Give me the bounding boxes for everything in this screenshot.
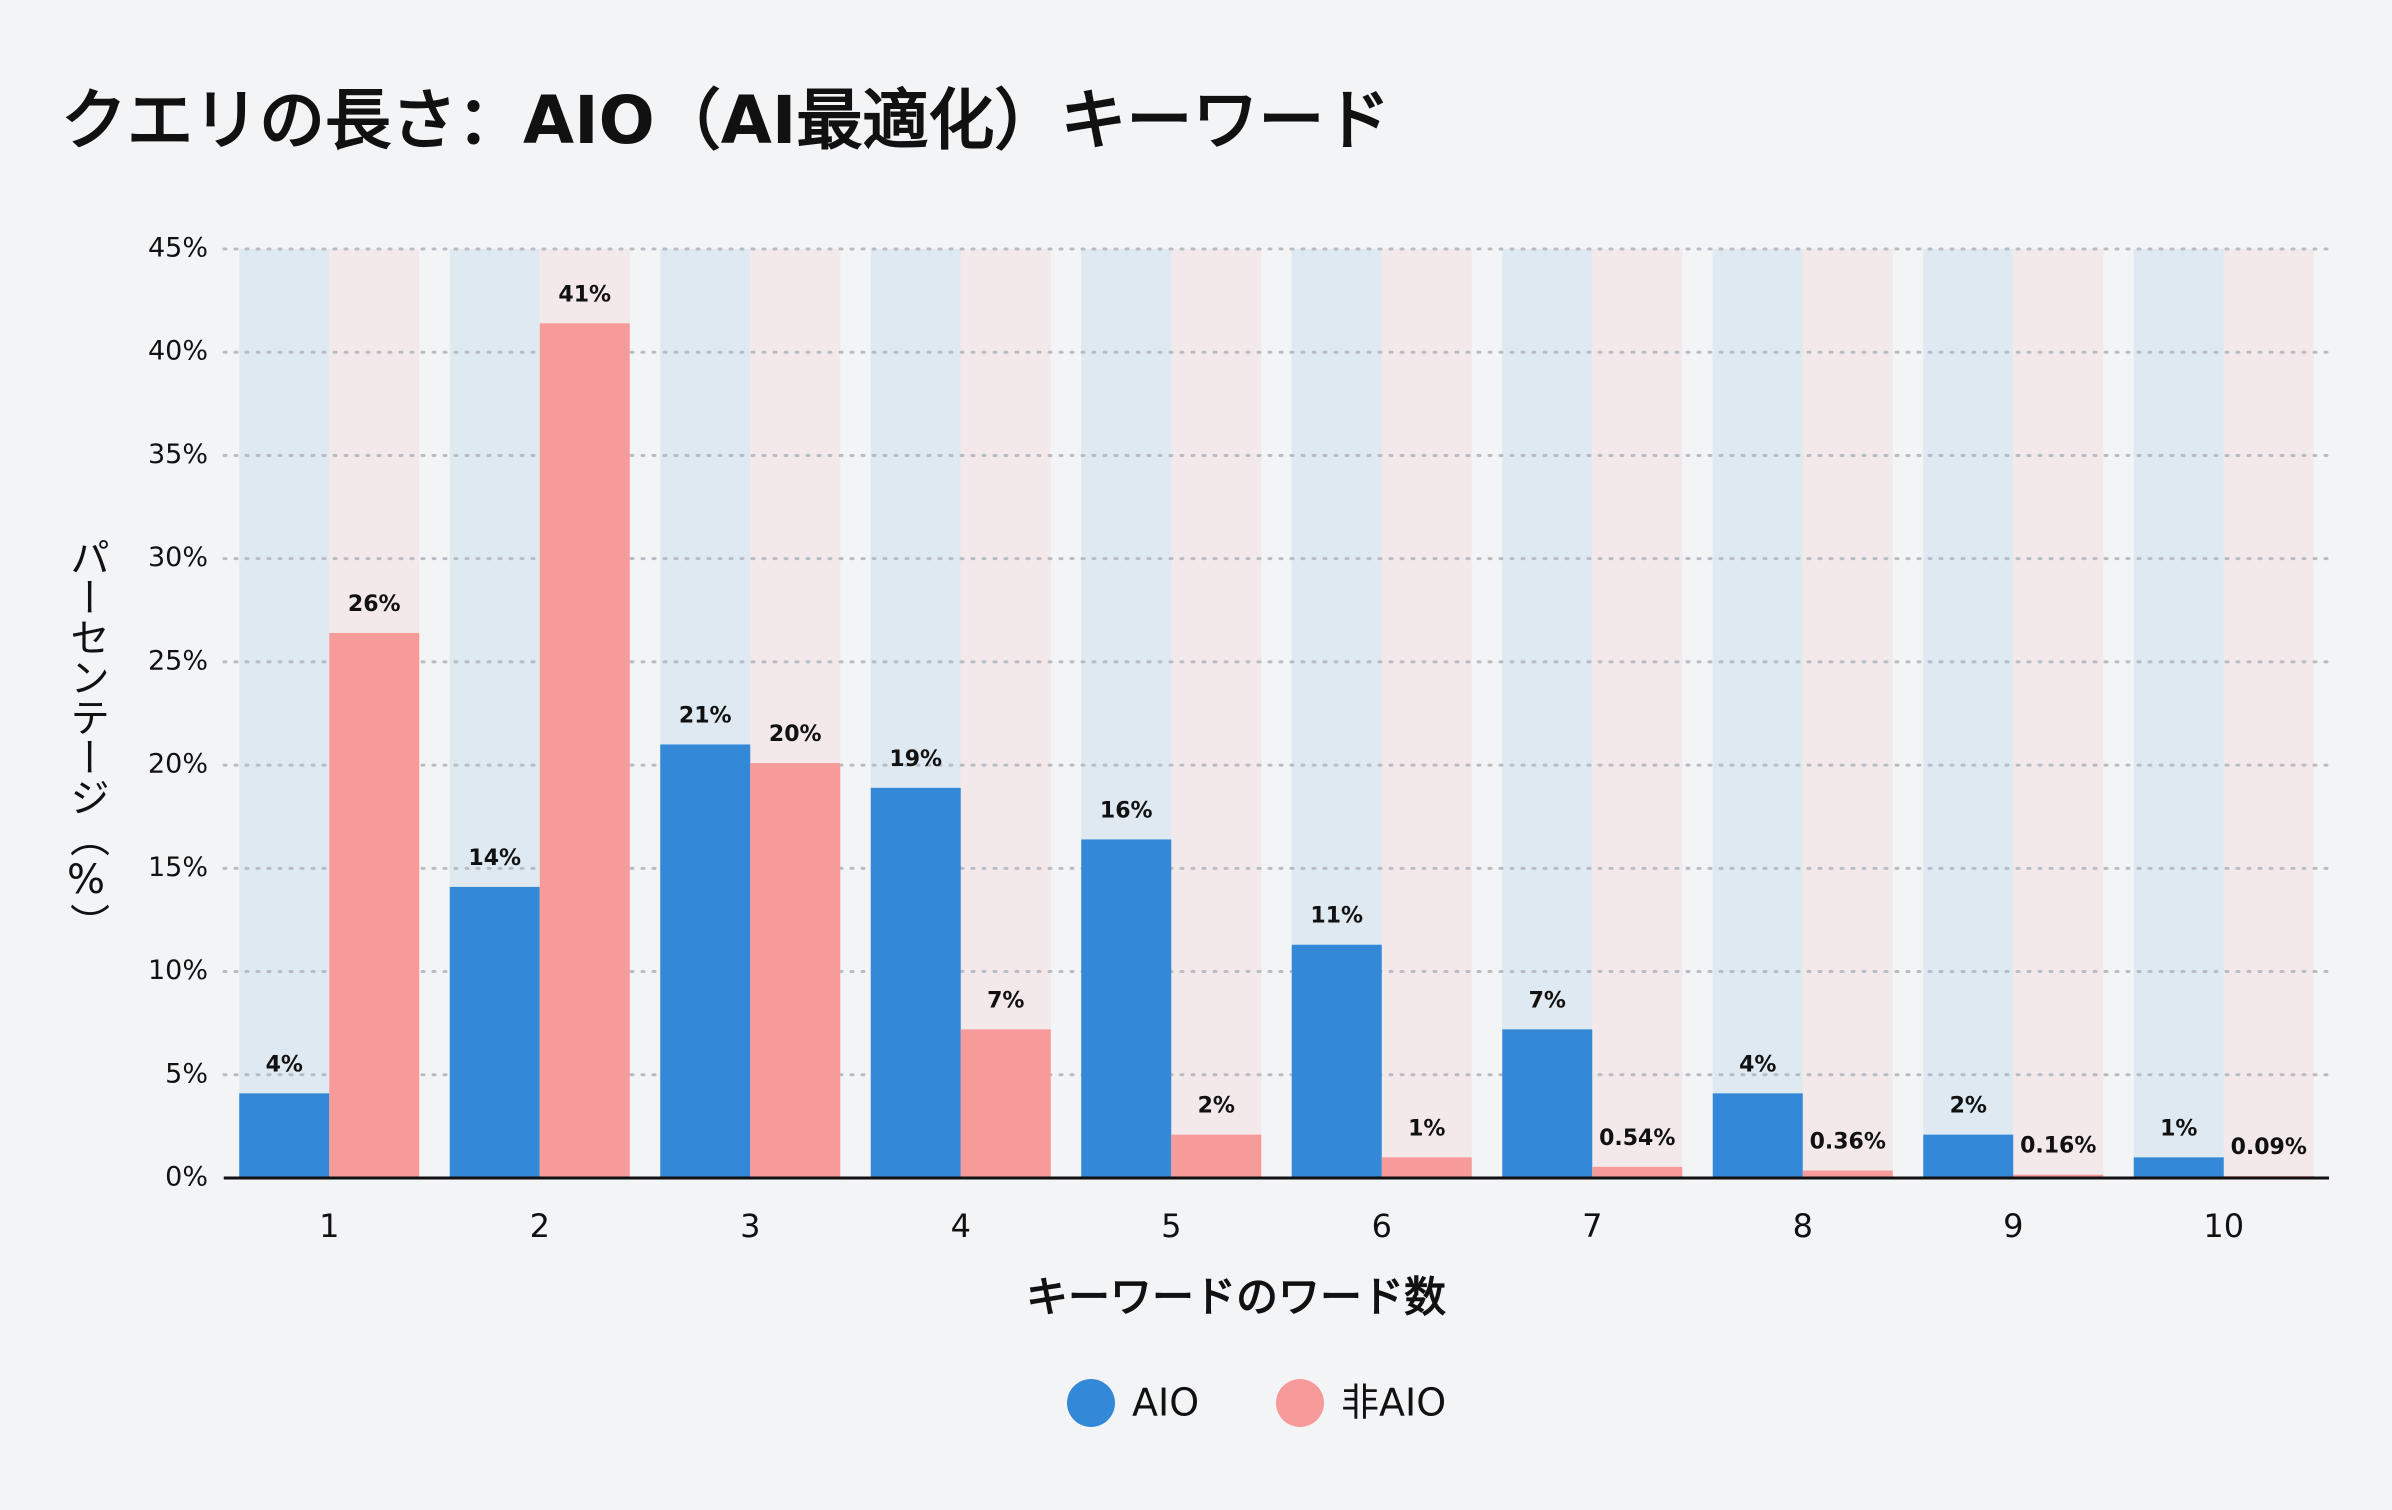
legend-marker <box>1276 1379 1324 1427</box>
bar <box>329 632 420 1178</box>
x-tick-label: 5 <box>1161 1207 1181 1245</box>
bar <box>960 1029 1051 1178</box>
y-tick-label: 30% <box>148 542 208 573</box>
y-tick-label: 45% <box>148 233 208 264</box>
value-label: 41% <box>558 282 611 307</box>
bar <box>870 787 961 1178</box>
column-background <box>1592 249 1683 1178</box>
value-label: 4% <box>266 1052 303 1077</box>
column-background <box>2133 249 2224 1178</box>
legend-label: AIO <box>1132 1381 1199 1425</box>
value-label: 2% <box>1198 1094 1235 1119</box>
y-tick-label: 15% <box>148 852 208 883</box>
column-background <box>960 249 1051 1178</box>
bar <box>1802 1170 1893 1178</box>
column-background <box>2223 249 2314 1178</box>
value-label: 20% <box>769 722 822 747</box>
bar <box>449 886 540 1178</box>
bar <box>1171 1134 1262 1178</box>
column-background <box>1923 249 2014 1178</box>
column-background <box>239 249 330 1178</box>
y-tick-label: 5% <box>165 1058 208 1089</box>
x-tick-label: 9 <box>2003 1207 2023 1245</box>
value-label: 14% <box>468 846 521 871</box>
column-background <box>2013 249 2104 1178</box>
x-tick-label: 4 <box>951 1207 971 1245</box>
value-label: 1% <box>2160 1116 2197 1141</box>
x-tick-label: 8 <box>1793 1207 1813 1245</box>
x-tick-label: 3 <box>740 1207 760 1245</box>
column-background <box>1381 249 1472 1178</box>
legend-marker <box>1067 1379 1115 1427</box>
y-tick-label: 10% <box>148 955 208 986</box>
bar <box>1712 1093 1803 1178</box>
y-tick-label: 35% <box>148 439 208 470</box>
value-label: 19% <box>889 747 942 772</box>
value-label: 16% <box>1100 798 1153 823</box>
bar <box>1923 1134 2014 1178</box>
column-background <box>1171 249 1262 1178</box>
value-label: 0.36% <box>1810 1130 1886 1155</box>
value-label: 21% <box>679 703 732 728</box>
bar <box>1502 1029 1593 1178</box>
bar <box>660 744 751 1178</box>
bar <box>239 1093 330 1178</box>
x-tick-label: 2 <box>530 1207 550 1245</box>
y-tick-label: 0% <box>165 1162 208 1193</box>
bar <box>2133 1157 2224 1178</box>
x-tick-label: 6 <box>1372 1207 1392 1245</box>
chart-title: クエリの長さ：AIO（AI最適化）キーワード <box>61 82 1390 159</box>
y-tick-label: 20% <box>148 749 208 780</box>
bar <box>750 763 841 1178</box>
value-label: 11% <box>1310 904 1363 929</box>
bar <box>2013 1174 2104 1178</box>
legend-label: 非AIO <box>1341 1381 1446 1425</box>
value-label: 7% <box>1529 988 1566 1013</box>
value-label: 7% <box>987 988 1024 1013</box>
value-label: 0.54% <box>1599 1126 1675 1151</box>
y-tick-label: 40% <box>148 336 208 367</box>
y-axis-title: パーセンテージ（%） <box>63 537 110 943</box>
bar <box>1081 839 1172 1178</box>
value-label: 1% <box>1408 1116 1445 1141</box>
x-axis-title: キーワードのワード数 <box>1026 1273 1446 1322</box>
value-label: 2% <box>1950 1094 1987 1119</box>
value-label: 0.09% <box>2231 1135 2307 1160</box>
column-background <box>1802 249 1893 1178</box>
column-background <box>1502 249 1593 1178</box>
x-tick-label: 1 <box>319 1207 339 1245</box>
column-background <box>1712 249 1803 1178</box>
x-tick-label: 10 <box>2203 1207 2244 1245</box>
y-tick-label: 25% <box>148 645 208 676</box>
x-tick-label: 7 <box>1582 1207 1602 1245</box>
bar <box>1381 1157 1472 1178</box>
bar <box>539 323 630 1178</box>
bar <box>1592 1166 1683 1178</box>
value-label: 0.16% <box>2020 1134 2096 1159</box>
value-label: 26% <box>348 592 401 617</box>
bar <box>1291 944 1382 1178</box>
value-label: 4% <box>1739 1052 1776 1077</box>
